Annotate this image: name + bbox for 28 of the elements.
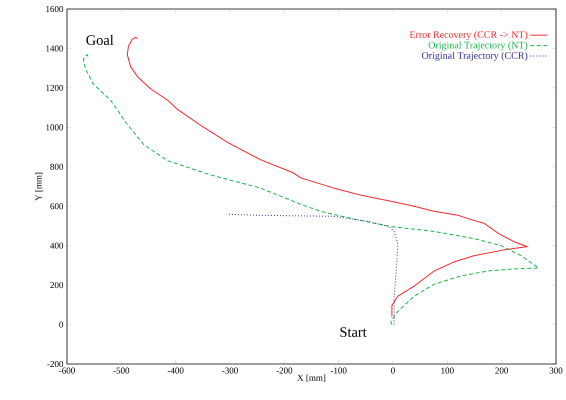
x-tick-label: 100 [441,368,454,374]
y-tick-label: 0 [59,322,64,328]
legend-label: Error Recovery (CCR -> NT) [410,30,528,40]
x-tick-label: 0 [391,368,395,374]
x-tick-label: -500 [113,368,130,374]
y-tick-label: 600 [50,203,64,210]
y-tick-label: 800 [50,164,64,170]
x-tick-label: -200 [276,368,292,374]
y-tick-label: 1200 [46,84,64,91]
y-tick-label: 1400 [46,45,64,52]
x-tick-label: -600 [59,368,75,374]
y-tick-label: 1000 [46,124,64,130]
line-series [226,214,398,326]
y-tick-label: 400 [50,242,64,249]
x-tick-label: 300 [550,368,562,374]
y-axis-title: Y [mm] [35,172,43,201]
x-axis-title: X [mm] [297,374,326,382]
annotation: Start [340,327,367,337]
y-tick-label: 200 [50,282,64,288]
y-tick-label: 1600 [46,6,64,12]
y-tick-label: -200 [47,360,64,368]
x-tick-label: -300 [222,368,238,374]
x-tick-label: -400 [168,368,184,374]
annotation: Goal [86,34,114,45]
legend-label: Original Trajectory (NT) [428,41,528,50]
x-tick-label: -100 [330,368,347,374]
legend-label: Original Trajectory (CCR) [422,52,528,61]
x-tick-label: 200 [495,368,508,374]
